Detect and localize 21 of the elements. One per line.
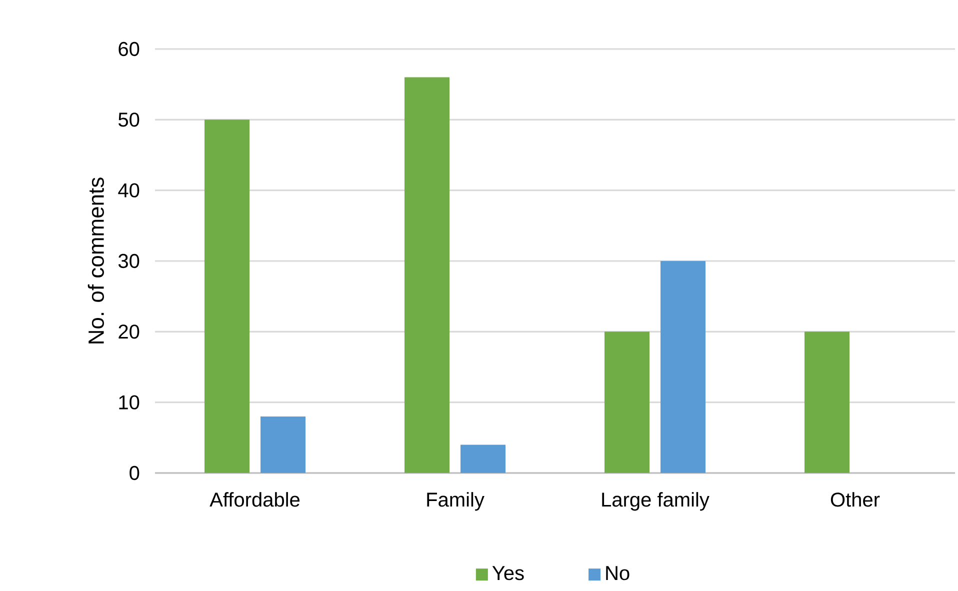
y-tick-label: 10	[119, 395, 140, 410]
x-tick-label: Family	[427, 492, 484, 511]
bar	[460, 444, 506, 474]
y-tick-label: 20	[118, 324, 140, 339]
bar	[404, 77, 450, 474]
bar	[804, 332, 850, 474]
legend-label: Yes	[492, 566, 524, 580]
bar	[660, 261, 706, 474]
y-tick-label: 30	[118, 254, 140, 268]
bar	[260, 416, 306, 474]
y-tick-label: 60	[118, 42, 140, 56]
x-tick-label: Other	[830, 492, 880, 507]
y-tick-label: 50	[118, 112, 140, 127]
bar	[204, 120, 250, 474]
x-tick-label: Large family	[602, 492, 710, 511]
bar	[604, 332, 650, 474]
y-tick-label: 40	[118, 183, 140, 198]
x-tick-label: Affordable	[210, 492, 300, 507]
legend-label: No	[606, 566, 630, 580]
y-axis-title: No. of comments	[88, 178, 104, 344]
y-tick-label: 0	[130, 466, 140, 480]
